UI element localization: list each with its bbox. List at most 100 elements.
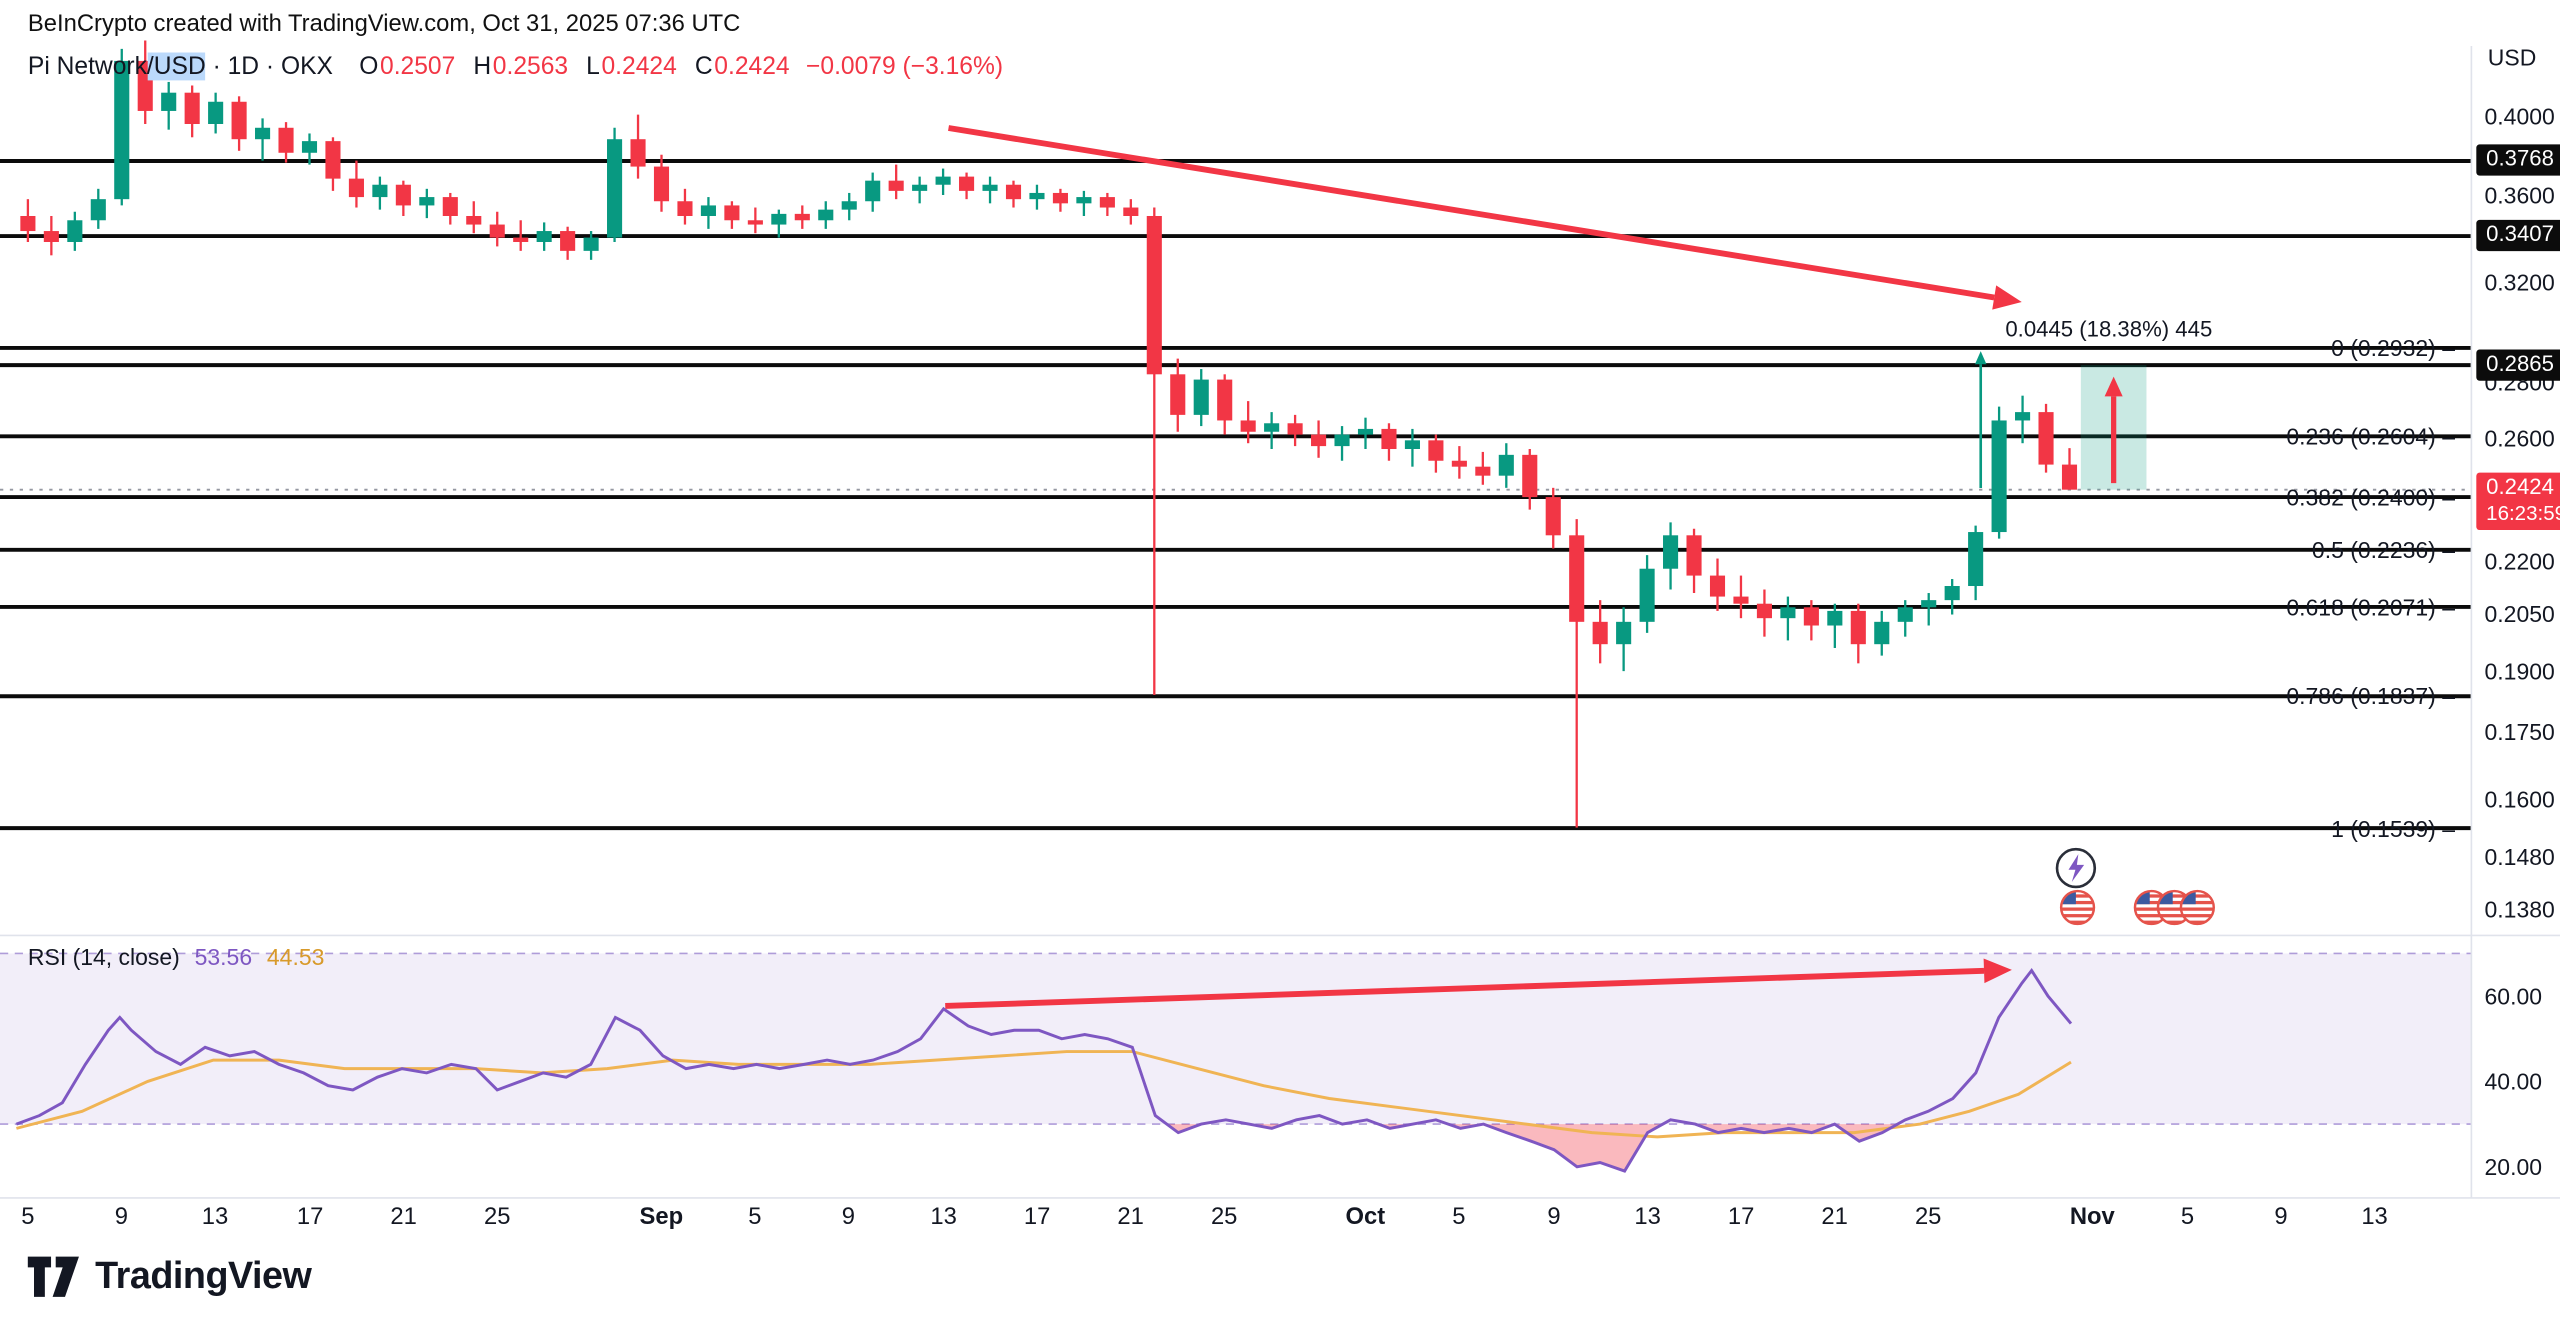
candle: [208, 92, 224, 134]
measurement-arrow-icon: [1974, 351, 1987, 489]
candle: [1639, 555, 1655, 633]
candle: [1076, 190, 1092, 216]
candle: [161, 81, 177, 130]
candle: [1522, 449, 1538, 510]
candle: [1052, 188, 1068, 212]
candle: [1827, 603, 1843, 648]
candle: [1287, 414, 1303, 447]
candle: [982, 176, 998, 204]
candle: [2015, 395, 2031, 444]
candle: [20, 199, 36, 242]
candle: [1756, 589, 1772, 637]
change-readout: −0.0079 (−3.16%): [806, 52, 1004, 81]
candle: [1991, 406, 2007, 539]
candle: [1193, 369, 1209, 427]
candle: [2038, 403, 2054, 473]
tradingview-logo[interactable]: TradingView: [26, 1253, 312, 1298]
candle: [348, 160, 364, 208]
candle: [1099, 192, 1115, 216]
candle: [419, 188, 435, 219]
candle: [1921, 593, 1937, 626]
lightning-icon[interactable]: [2055, 847, 2098, 890]
open-label: O: [359, 52, 379, 81]
tradingview-logo-icon: [27, 1255, 79, 1297]
symbol-title[interactable]: Pi Network/USD · 1D · OKX: [28, 52, 333, 81]
rsi-pane[interactable]: [0, 952, 2472, 1173]
candle: [1897, 600, 1913, 637]
candle: [1850, 603, 1866, 664]
close-label: C: [694, 52, 713, 81]
candle: [466, 201, 482, 234]
candle: [301, 133, 318, 165]
rsi-oversold-fill: [1695, 1124, 1835, 1133]
candle: [1545, 487, 1561, 549]
candle: [1311, 420, 1327, 458]
candle: [677, 188, 693, 225]
candle: [1616, 607, 1632, 672]
candle: [959, 172, 975, 200]
flag-icon[interactable]: [2059, 889, 2096, 926]
candle: [1874, 610, 1890, 656]
attribution-text: BeInCrypto created with TradingView.com,…: [27, 11, 741, 38]
rsi-uptrend-arrow-icon: [945, 958, 2012, 1009]
candle: [1686, 528, 1702, 594]
candle: [1381, 423, 1397, 461]
candle: [912, 176, 928, 204]
price-pane[interactable]: [0, 40, 2472, 831]
candle: [1944, 579, 1960, 615]
candle: [1451, 446, 1467, 479]
rsi-band: [0, 953, 2472, 1125]
candle: [67, 211, 83, 251]
candle: [1968, 525, 1984, 601]
candle: [90, 188, 106, 229]
candle: [1123, 199, 1139, 225]
candle: [1569, 519, 1585, 828]
candle: [724, 201, 740, 229]
candle: [1334, 426, 1350, 461]
candle: [1240, 401, 1256, 444]
candle: [255, 118, 271, 161]
candle: [1498, 443, 1514, 488]
candle: [607, 127, 623, 242]
candle: [231, 96, 247, 151]
candle: [442, 192, 458, 225]
candle: [325, 137, 341, 191]
close-value: 0.2424: [714, 52, 790, 81]
candle: [865, 172, 881, 212]
candle: [1780, 596, 1796, 641]
candle: [43, 215, 59, 256]
open-value: 0.2507: [380, 52, 456, 81]
candle: [114, 48, 130, 206]
low-label: L: [586, 52, 600, 81]
candle: [794, 205, 810, 229]
candle: [278, 122, 294, 163]
projection-up-arrow-icon: [2104, 376, 2123, 484]
candle: [1005, 180, 1022, 208]
rsi-ma-value: 44.53: [266, 943, 325, 970]
high-value: 0.2563: [492, 52, 569, 81]
candle: [536, 222, 552, 251]
candle: [1592, 600, 1608, 664]
candle: [1803, 600, 1819, 641]
candle: [513, 220, 529, 251]
candle: [184, 85, 200, 138]
candle: [1217, 374, 1233, 435]
candle: [771, 209, 787, 238]
candle: [630, 114, 646, 179]
candle: [372, 176, 388, 210]
symbol-legend: Pi Network/USD · 1D · OKX O 0.2507 H 0.2563 L…: [28, 52, 1004, 81]
rsi-line: [15, 967, 2073, 1173]
candle: [2061, 448, 2078, 490]
candle: [1663, 522, 1679, 590]
candle: [841, 192, 857, 221]
high-label: H: [473, 52, 492, 81]
rsi-oversold-fill: [1483, 1124, 1663, 1172]
measurement-label: 0.0445 (18.38%) 445: [2005, 316, 2213, 342]
flag-icon[interactable]: [2179, 889, 2215, 926]
low-value: 0.2424: [601, 52, 677, 81]
tradingview-logo-text: TradingView: [95, 1253, 312, 1297]
candle: [1357, 417, 1374, 450]
rsi-legend: RSI (14, close) 53.56 44.53: [28, 944, 325, 970]
